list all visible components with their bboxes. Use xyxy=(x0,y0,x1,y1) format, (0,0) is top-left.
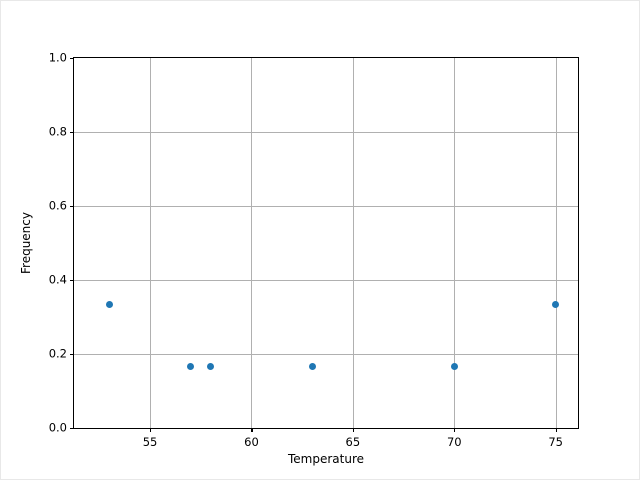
y-axis-tick-label: 1.0 xyxy=(48,50,67,65)
gridline-vertical xyxy=(150,58,152,428)
gridline-horizontal xyxy=(74,354,578,355)
scatter-point xyxy=(187,362,195,370)
scatter-point xyxy=(105,301,113,309)
gridline-horizontal xyxy=(74,132,578,133)
y-axis-tick-label: 0.6 xyxy=(48,198,67,213)
gridline-vertical xyxy=(251,58,253,428)
y-axis-tick xyxy=(70,58,74,60)
gridline-vertical xyxy=(555,58,557,428)
y-axis-tick-label: 0.4 xyxy=(48,272,67,287)
y-axis-tick xyxy=(70,206,74,208)
x-axis-tick-label: 70 xyxy=(446,435,462,449)
x-axis-tick xyxy=(352,428,354,432)
x-axis-label: Temperature xyxy=(287,452,364,466)
gridline-horizontal xyxy=(74,206,578,207)
y-axis-tick-label: 0.2 xyxy=(48,346,67,361)
plot-area xyxy=(74,58,578,428)
x-axis-tick-label: 60 xyxy=(244,435,259,449)
y-axis-label-text: Frequency xyxy=(19,212,33,274)
y-axis-tick xyxy=(70,280,74,282)
y-axis-tick xyxy=(70,354,74,356)
plot-axes: 0.0 0.2 0.4 0.6 0.8 1.0 55 60 65 70 75 xyxy=(49,52,579,448)
y-axis-tick xyxy=(70,428,74,430)
gridline-horizontal xyxy=(74,280,578,281)
x-axis-tick xyxy=(251,428,253,432)
scatter-point xyxy=(552,301,560,309)
y-axis-tick-label: 0.0 xyxy=(48,420,67,435)
gridline-vertical xyxy=(454,58,456,428)
gridline-vertical xyxy=(352,58,354,428)
scatter-point xyxy=(308,362,316,370)
y-axis-label: Frequency xyxy=(19,57,33,429)
scatter-point xyxy=(207,362,215,370)
x-axis-tick-label: 55 xyxy=(142,435,158,449)
x-axis-tick xyxy=(454,428,456,432)
x-axis-tick xyxy=(555,428,557,432)
y-axis-tick-label: 0.8 xyxy=(48,124,67,139)
x-axis-tick-label: 75 xyxy=(548,435,564,449)
x-axis-tick-label: 65 xyxy=(345,435,361,449)
scatter-point xyxy=(450,362,458,370)
y-axis-tick xyxy=(70,132,74,134)
x-axis-tick xyxy=(150,428,152,432)
